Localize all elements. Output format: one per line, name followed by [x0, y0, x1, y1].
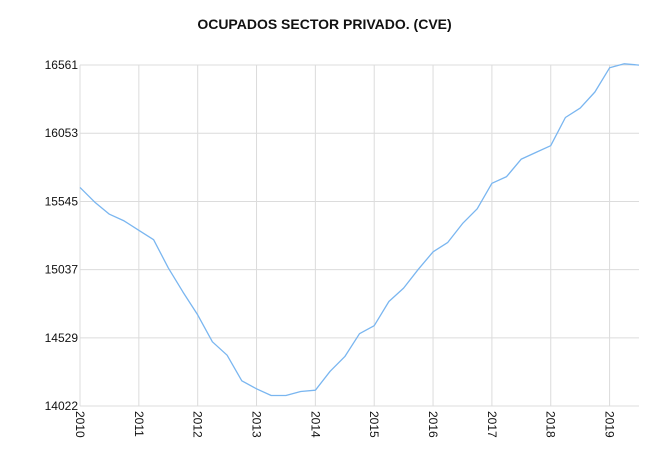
x-tick-label: 2012 — [191, 411, 205, 438]
x-tick-label: 2016 — [426, 411, 440, 438]
x-axis-ticks: 2010 2011 2012 2013 2014 2015 2016 2017 2018 2019 — [73, 411, 617, 438]
x-tick-label: 2011 — [132, 411, 146, 437]
x-tick-label: 2015 — [367, 411, 381, 438]
x-tick-label: 2019 — [603, 411, 617, 438]
series-line — [79, 63, 640, 397]
grid — [79, 64, 639, 407]
x-tick-label: 2013 — [250, 411, 264, 438]
x-tick-label: 2014 — [308, 411, 322, 438]
y-tick-label: 15545 — [45, 194, 79, 208]
x-tick-label: 2010 — [73, 411, 87, 438]
y-tick-label: 14022 — [45, 399, 79, 413]
y-axis-ticks: 16561 16053 15545 15037 14529 14022 — [45, 58, 79, 413]
x-tick-label: 2017 — [485, 411, 499, 438]
chart-title: OCUPADOS SECTOR PRIVADO. (CVE) — [197, 16, 452, 32]
x-tick-label: 2018 — [544, 411, 558, 438]
y-tick-label: 16561 — [45, 58, 79, 72]
y-tick-label: 14529 — [45, 331, 79, 345]
y-tick-label: 16053 — [45, 126, 79, 140]
y-tick-label: 15037 — [45, 263, 79, 277]
series-layer — [79, 63, 640, 397]
